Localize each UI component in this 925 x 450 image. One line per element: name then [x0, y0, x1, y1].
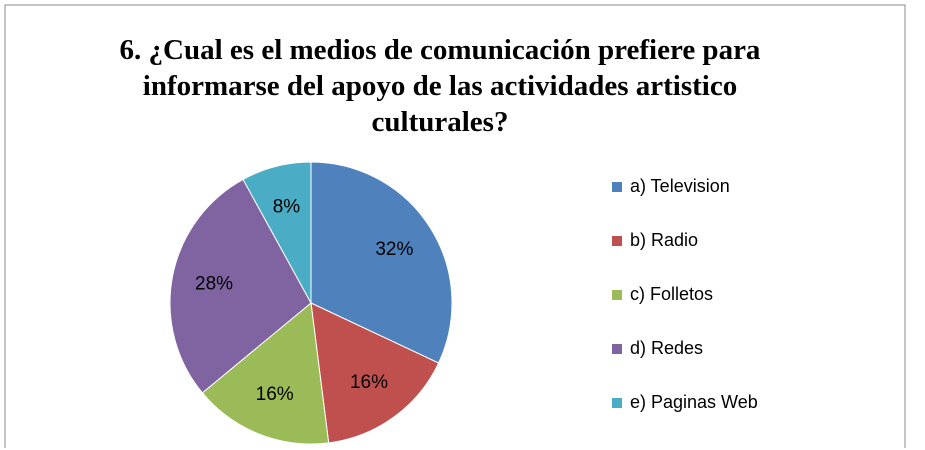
chart-title: 6. ¿Cual es el medios de comunicación pr…	[119, 34, 761, 138]
legend-marker	[612, 290, 622, 300]
legend-label: e) Paginas Web	[630, 392, 758, 412]
pie-slice	[242, 161, 312, 304]
legend-label: d) Redes	[630, 338, 703, 358]
chart-border	[4, 4, 906, 448]
legend-label: b) Radio	[630, 230, 698, 250]
pie-slice	[169, 178, 312, 394]
data-label: 28%	[195, 274, 233, 295]
legend-marker	[612, 182, 622, 192]
legend-marker	[612, 236, 622, 246]
data-label: 8%	[273, 196, 301, 217]
legend-label: c) Folletos	[630, 284, 713, 304]
legend-marker	[612, 344, 622, 354]
data-label: 16%	[256, 384, 294, 405]
legend-marker	[612, 398, 622, 408]
pie-slice	[201, 302, 330, 445]
legend-label: a) Television	[630, 176, 730, 196]
data-label: 16%	[350, 372, 388, 393]
pie-slice	[310, 302, 440, 444]
data-label: 32%	[375, 239, 413, 260]
pie-slice	[310, 161, 453, 364]
